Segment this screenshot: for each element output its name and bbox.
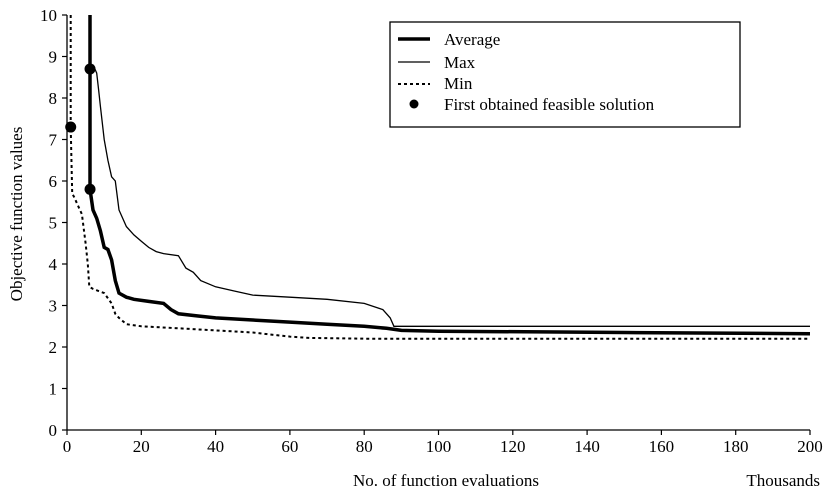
y-tick-label: 0 [49, 421, 58, 440]
y-tick-label: 2 [49, 338, 58, 357]
y-tick-label: 8 [49, 89, 58, 108]
x-tick-label: 100 [426, 437, 452, 456]
series-line-min [69, 15, 810, 340]
series-line-max [92, 64, 810, 327]
x-tick-label: 20 [133, 437, 150, 456]
x-tick-label: 160 [649, 437, 675, 456]
legend: Average Max Min First obtained feasible … [389, 21, 741, 128]
x-tick-label: 140 [574, 437, 600, 456]
series-line-average [88, 15, 811, 336]
x-tick-label: 60 [281, 437, 298, 456]
x-axis-title: No. of function evaluations [353, 471, 539, 490]
y-tick-label: 5 [49, 214, 58, 233]
x-tick-label: 0 [63, 437, 72, 456]
series-layer [69, 15, 811, 340]
x-tick-label: 180 [723, 437, 749, 456]
x-tick-label: 40 [207, 437, 224, 456]
legend-swatch-feasible [409, 99, 419, 109]
y-tick-label: 7 [49, 131, 58, 150]
y-tick-label: 3 [49, 297, 58, 316]
y-tick-label: 1 [49, 380, 58, 399]
y-tick-label: 6 [49, 172, 58, 191]
feasible-solution-point [65, 121, 77, 133]
feasible-solution-point [84, 63, 96, 75]
legend-label-average: Average [444, 30, 500, 49]
legend-label-min: Min [444, 74, 473, 93]
x-tick-label: 120 [500, 437, 526, 456]
x-tick-label: 200 [797, 437, 823, 456]
x-tick-label: 80 [356, 437, 373, 456]
y-tick-label: 4 [49, 255, 58, 274]
y-tick-label: 10 [40, 6, 57, 25]
y-tick-label: 9 [49, 48, 58, 67]
feasible-solution-point [84, 183, 96, 195]
x-axis-unit-label: Thousands [746, 471, 820, 490]
y-axis-title: Objective function values [7, 127, 26, 302]
legend-label-max: Max [444, 53, 476, 72]
legend-label-feasible: First obtained feasible solution [444, 95, 655, 114]
marker-layer [65, 63, 96, 195]
legend-box [389, 21, 741, 128]
